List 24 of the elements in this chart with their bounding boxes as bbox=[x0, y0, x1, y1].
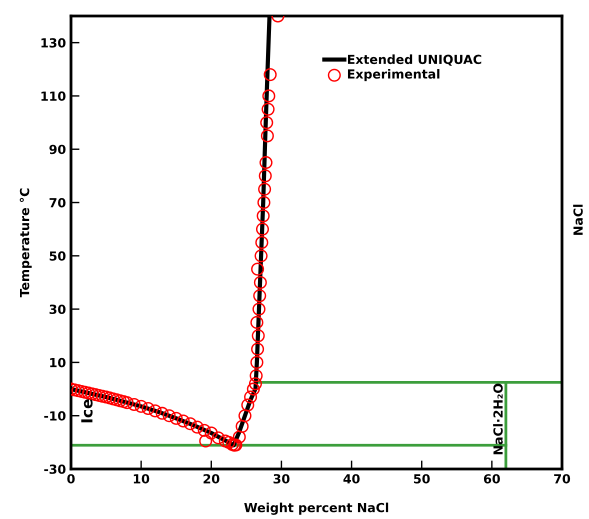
y-tick-label: 90 bbox=[49, 144, 66, 154]
x-tick-label: 30 bbox=[274, 474, 290, 484]
x-tick-label: 70 bbox=[554, 474, 570, 484]
y-tick-label: 130 bbox=[41, 38, 66, 48]
annotation: Ice bbox=[81, 399, 93, 422]
x-tick-label: 0 bbox=[67, 474, 75, 484]
x-axis-title: Weight percent NaCl bbox=[244, 502, 388, 515]
y-tick-label: -30 bbox=[44, 464, 66, 474]
x-tick-label: 50 bbox=[414, 474, 430, 484]
y-tick-label: 10 bbox=[50, 358, 66, 368]
y-tick-label: 110 bbox=[41, 91, 66, 101]
y-tick-label: 50 bbox=[50, 251, 66, 261]
y-tick-label: -10 bbox=[44, 411, 66, 421]
x-tick-label: 60 bbox=[484, 474, 500, 484]
y-tick-label: 70 bbox=[50, 198, 66, 208]
x-tick-label: 40 bbox=[343, 474, 360, 484]
x-tick-label: 10 bbox=[134, 474, 150, 484]
x-tick-label: 20 bbox=[204, 474, 220, 484]
text: NaCl bbox=[573, 204, 583, 235]
annotation: NaCl·2H₂O bbox=[493, 384, 503, 454]
legend-label: Extended UNIQUAC bbox=[348, 54, 482, 66]
legend-label: Experimental bbox=[348, 69, 440, 82]
y-tick-label: 30 bbox=[50, 304, 66, 314]
y-axis-title: Temperature °C bbox=[20, 188, 32, 298]
